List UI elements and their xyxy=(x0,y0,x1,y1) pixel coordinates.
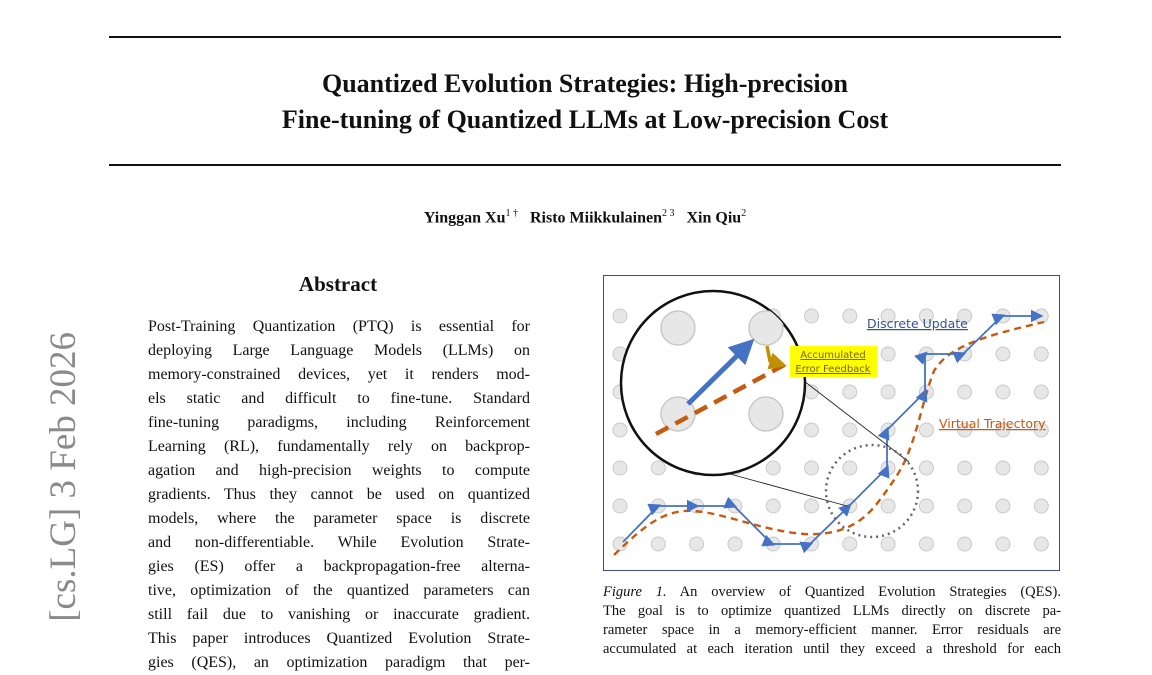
caption-line: accumulated at each iteration until they… xyxy=(603,641,1061,657)
author-affiliation: 2 3 xyxy=(662,208,675,219)
author-list: Yinggan Xu1 † Risto Miikkulainen2 3 Xin … xyxy=(109,208,1061,227)
grid-point xyxy=(880,346,896,362)
grid-point xyxy=(650,460,666,476)
grid-point xyxy=(804,498,819,514)
virtual-trajectory-label: Virtual Trajectory xyxy=(939,416,1046,431)
zoomed-grid-point xyxy=(660,396,696,432)
author-name: Risto Miikkulainen xyxy=(529,209,662,227)
zoomed-update-arrow xyxy=(686,338,755,406)
grid-point xyxy=(612,422,628,438)
caption-line: Figure 1. An overview of Quantized Evolu… xyxy=(603,584,1061,600)
abstract-line: deploying Large Language Models (LLMs) o… xyxy=(148,342,530,359)
abstract-line: and non-differentiable. While Evolution … xyxy=(148,534,530,551)
figure-caption: Figure 1. An overview of Quantized Evolu… xyxy=(603,583,1061,659)
grid-point xyxy=(957,536,973,552)
grid-point xyxy=(1033,384,1049,400)
zoom-connector xyxy=(803,380,910,463)
abstract-body: Post-Training Quantization (PTQ) is esse… xyxy=(148,315,530,675)
top-rule xyxy=(109,36,1061,38)
grid-point xyxy=(842,460,858,476)
grid-point xyxy=(995,536,1011,552)
error-feedback-arrow xyxy=(765,345,787,370)
caption-line: The goal is to optimize quantized LLMs d… xyxy=(603,603,1061,619)
bottom-rule xyxy=(109,164,1061,166)
grid-point xyxy=(918,422,934,438)
grid-point xyxy=(995,384,1011,400)
paper-title: Quantized Evolution Strategies: High-pre… xyxy=(109,66,1061,138)
grid-point xyxy=(804,460,819,476)
grid-point xyxy=(765,498,781,514)
title-line-2: Fine-tuning of Quantized LLMs at Low-pre… xyxy=(281,105,889,134)
zoomed-grid-point xyxy=(660,310,696,346)
abstract-heading: Abstract xyxy=(298,272,378,296)
figure-1: Discrete Update Accumulated Error Feedba… xyxy=(603,275,1060,571)
zoom-connector xyxy=(718,470,848,507)
error-feedback-label-line-2: Error Feedback xyxy=(795,364,870,375)
grid-point xyxy=(1033,498,1049,514)
caption-label: Figure 1. xyxy=(603,584,667,600)
grid-point xyxy=(842,536,858,552)
abstract-line: Post-Training Quantization (PTQ) is esse… xyxy=(148,318,530,335)
error-feedback-label-line-1: Accumulated xyxy=(800,350,865,361)
grid-point xyxy=(1033,536,1049,552)
grid-point xyxy=(995,346,1011,362)
error-feedback-highlight xyxy=(790,346,877,377)
abstract-line: fine-tuning paradigms, including Reinfor… xyxy=(148,414,530,431)
abstract-line: memory-constrained devices, yet it rende… xyxy=(148,366,530,383)
grid-point xyxy=(727,536,743,552)
grid-point xyxy=(880,384,896,400)
grid-point xyxy=(957,498,973,514)
abstract-line: gies (ES) offer a backpropagation-free a… xyxy=(148,558,530,575)
grid-point xyxy=(612,460,628,476)
grid-point xyxy=(689,536,705,552)
zoomed-grid-point xyxy=(748,310,784,346)
author-name: Xin Qiu xyxy=(686,209,742,227)
grid-point xyxy=(918,498,934,514)
grid-point xyxy=(880,498,896,514)
zoomed-trajectory xyxy=(654,362,788,436)
grid-point xyxy=(995,498,1011,514)
grid-point xyxy=(957,384,973,400)
abstract-line: els static and difficult to fine-tune. S… xyxy=(148,390,530,407)
grid-point xyxy=(880,536,896,552)
abstract-line: Learning (RL), fundamentally rely on bac… xyxy=(148,438,530,455)
grid-point xyxy=(842,384,858,400)
caption-line: rameter space in a memory-efficient mann… xyxy=(603,622,1061,638)
grid-point xyxy=(842,422,858,438)
abstract-line: models, where the parameter space is dis… xyxy=(148,510,530,527)
author-name: Yinggan Xu xyxy=(423,209,506,227)
grid-point xyxy=(842,308,858,324)
grid-point xyxy=(612,498,628,514)
grid-point xyxy=(804,308,819,324)
grid-point xyxy=(995,460,1011,476)
author-affiliation: 1 † xyxy=(505,208,518,219)
abstract-line: still fail due to vanishing or inaccurat… xyxy=(148,606,530,623)
author-affiliation: 2 xyxy=(741,208,747,219)
discrete-update-label: Discrete Update xyxy=(867,316,968,331)
abstract-line: agation and high-precision weights to co… xyxy=(148,462,530,479)
title-line-1: Quantized Evolution Strategies: High-pre… xyxy=(321,69,849,98)
grid-point xyxy=(804,422,819,438)
abstract-line: gradients. Thus they cannot be used on q… xyxy=(148,486,530,503)
grid-point xyxy=(612,308,628,324)
abstract-line: This paper introduces Quantized Evolutio… xyxy=(148,630,530,647)
abstract-line: tive, optimization of the quantized para… xyxy=(148,582,530,599)
discrete-update-path xyxy=(622,309,1044,554)
focus-circle xyxy=(824,443,920,539)
arxiv-stamp: [cs.LG] 3 Feb 2026 xyxy=(43,332,84,622)
grid-point xyxy=(650,536,666,552)
abstract-line: gies (QES), an optimization paradigm tha… xyxy=(148,654,530,671)
figure-diagram: Discrete Update Accumulated Error Feedba… xyxy=(612,289,1049,556)
grid-point xyxy=(918,460,934,476)
grid-point xyxy=(1033,346,1049,362)
grid-point xyxy=(1033,460,1049,476)
grid-point xyxy=(918,536,934,552)
grid-point xyxy=(765,460,781,476)
zoomed-grid-point xyxy=(748,396,784,432)
grid-point xyxy=(957,460,973,476)
